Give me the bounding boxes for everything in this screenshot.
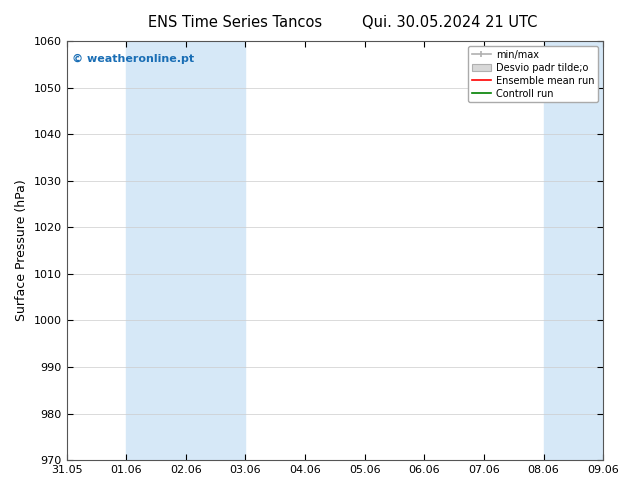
Legend: min/max, Desvio padr tilde;o, Ensemble mean run, Controll run: min/max, Desvio padr tilde;o, Ensemble m… <box>468 46 598 102</box>
Bar <box>603 41 634 460</box>
Text: Qui. 30.05.2024 21 UTC: Qui. 30.05.2024 21 UTC <box>363 15 538 30</box>
Text: © weatheronline.pt: © weatheronline.pt <box>72 53 194 64</box>
Bar <box>126 41 245 460</box>
Bar <box>543 41 603 460</box>
Text: ENS Time Series Tancos: ENS Time Series Tancos <box>148 15 321 30</box>
Y-axis label: Surface Pressure (hPa): Surface Pressure (hPa) <box>15 180 28 321</box>
